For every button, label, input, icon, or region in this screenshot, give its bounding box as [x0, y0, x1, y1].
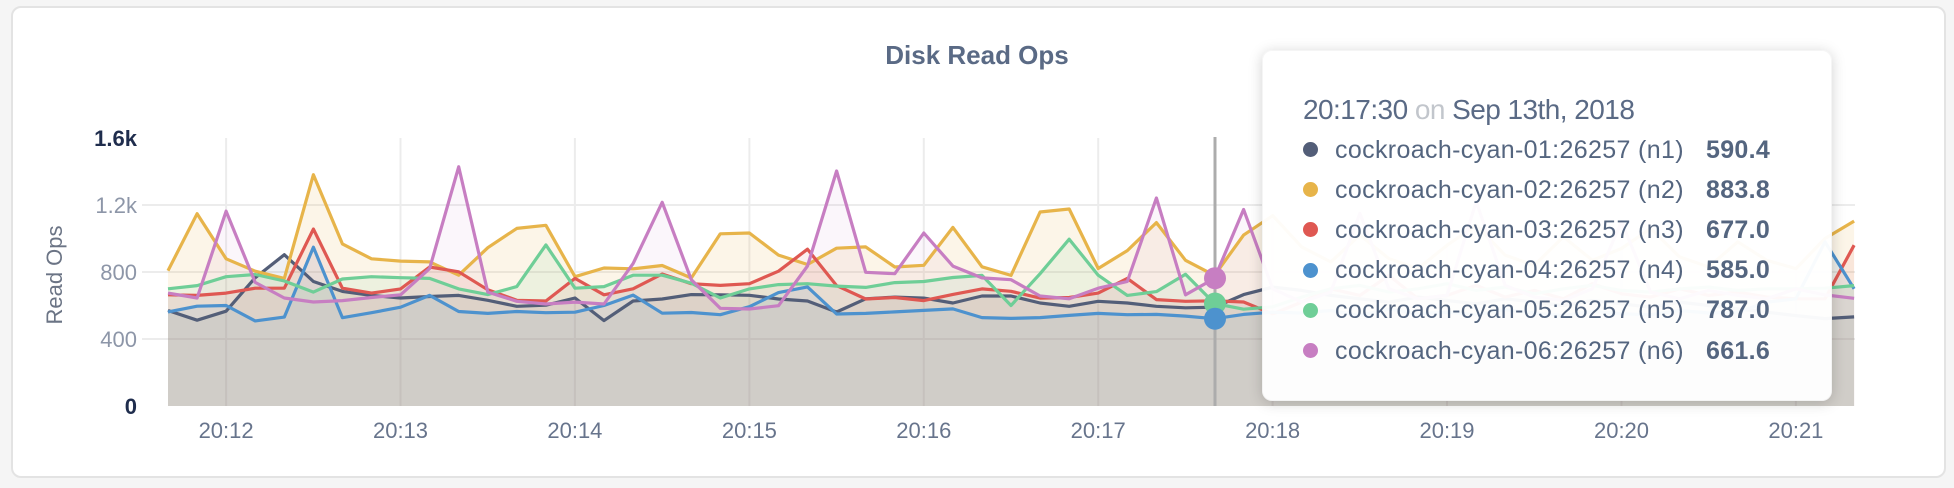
svg-text:0: 0: [125, 394, 137, 419]
svg-text:1.2k: 1.2k: [95, 193, 138, 218]
svg-text:20:18: 20:18: [1245, 418, 1300, 443]
svg-text:20:15: 20:15: [722, 418, 777, 443]
svg-text:20:17: 20:17: [1071, 418, 1126, 443]
svg-text:20:16: 20:16: [896, 418, 951, 443]
svg-text:Read Ops: Read Ops: [42, 225, 67, 324]
svg-text:20:14: 20:14: [547, 418, 602, 443]
svg-text:20:20: 20:20: [1594, 418, 1649, 443]
svg-text:20:13: 20:13: [373, 418, 428, 443]
svg-text:20:12: 20:12: [199, 418, 254, 443]
svg-text:20:19: 20:19: [1419, 418, 1474, 443]
svg-text:400: 400: [100, 327, 137, 352]
svg-text:20:21: 20:21: [1768, 418, 1823, 443]
svg-text:800: 800: [100, 260, 137, 285]
svg-text:1.6k: 1.6k: [94, 126, 138, 151]
